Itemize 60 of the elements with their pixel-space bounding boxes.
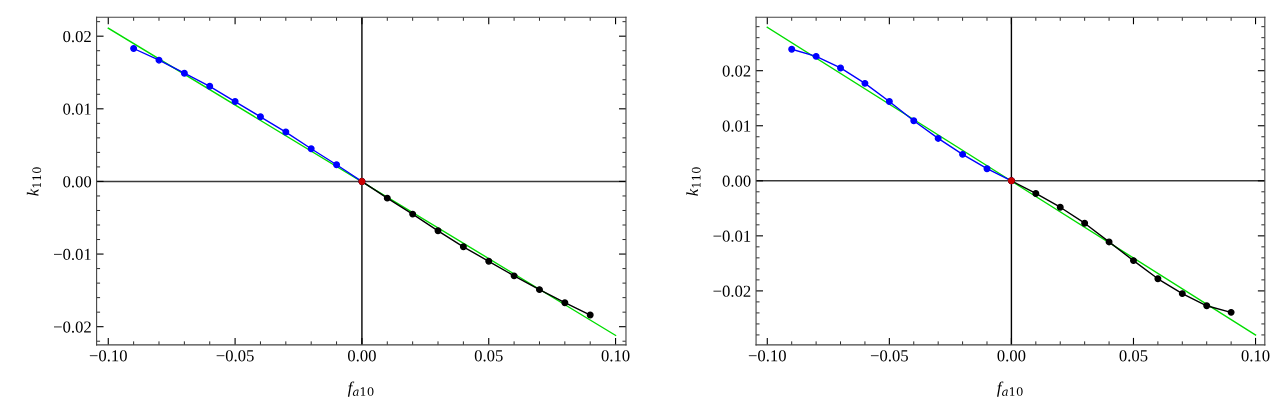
point bbox=[812, 52, 820, 60]
y-tick-label: 0.02 bbox=[722, 65, 751, 77]
point bbox=[155, 56, 163, 64]
point bbox=[910, 117, 918, 125]
x-tick-label: −0.05 bbox=[870, 350, 908, 362]
point bbox=[788, 45, 796, 53]
x-tick-label: 0.10 bbox=[601, 350, 630, 362]
point bbox=[485, 257, 493, 265]
point bbox=[1178, 290, 1186, 298]
point bbox=[510, 272, 518, 280]
point bbox=[536, 286, 543, 294]
x-tick-label: −0.05 bbox=[216, 350, 254, 362]
point bbox=[586, 311, 594, 319]
point bbox=[1154, 275, 1162, 283]
x-axis-title: f$_{a10}$ bbox=[997, 381, 1023, 397]
point bbox=[231, 98, 239, 106]
point bbox=[561, 299, 569, 307]
point bbox=[861, 79, 869, 87]
point bbox=[434, 227, 442, 235]
y-tick-label: 0.01 bbox=[722, 120, 751, 132]
point bbox=[282, 128, 290, 136]
point bbox=[307, 145, 315, 153]
y-tick-label: 0.02 bbox=[63, 30, 91, 43]
point bbox=[1032, 189, 1040, 197]
point bbox=[885, 98, 893, 106]
point bbox=[256, 113, 264, 121]
point bbox=[130, 45, 138, 53]
x-tick-label: 0.00 bbox=[347, 350, 376, 362]
point bbox=[383, 194, 391, 202]
point bbox=[1105, 238, 1113, 246]
point bbox=[934, 134, 942, 142]
y-axis-title: k$_{110}$ bbox=[26, 167, 42, 196]
y-tick-label: −0.02 bbox=[54, 321, 91, 333]
point bbox=[1203, 302, 1211, 310]
x-tick-label: 0.05 bbox=[1119, 350, 1148, 362]
point bbox=[1056, 203, 1064, 211]
x-tick-label: −0.10 bbox=[748, 350, 786, 362]
point bbox=[409, 210, 417, 218]
point bbox=[1227, 308, 1235, 316]
y-tick-label: −0.02 bbox=[713, 285, 751, 297]
point bbox=[333, 161, 341, 169]
x-tick-label: 0.10 bbox=[1241, 350, 1270, 362]
point bbox=[959, 150, 967, 158]
point bbox=[983, 165, 991, 173]
y-tick-label: −0.01 bbox=[54, 248, 91, 261]
y-tick-label: 0.00 bbox=[63, 176, 92, 188]
point bbox=[180, 69, 188, 77]
y-tick-label: 0.01 bbox=[63, 103, 91, 115]
point bbox=[206, 82, 214, 90]
point bbox=[459, 243, 467, 251]
y-tick-label: −0.01 bbox=[713, 230, 751, 242]
point bbox=[837, 64, 844, 72]
x-tick-label: 0.00 bbox=[997, 350, 1026, 362]
x-tick-label: −0.10 bbox=[89, 350, 127, 362]
y-tick-label: 0.00 bbox=[722, 175, 751, 187]
x-axis-title: f$_{a10}$ bbox=[347, 381, 374, 397]
y-axis-title: k$_{110}$ bbox=[686, 167, 701, 196]
x-tick-label: 0.05 bbox=[474, 350, 503, 362]
point bbox=[1130, 257, 1137, 265]
point bbox=[1081, 219, 1089, 227]
